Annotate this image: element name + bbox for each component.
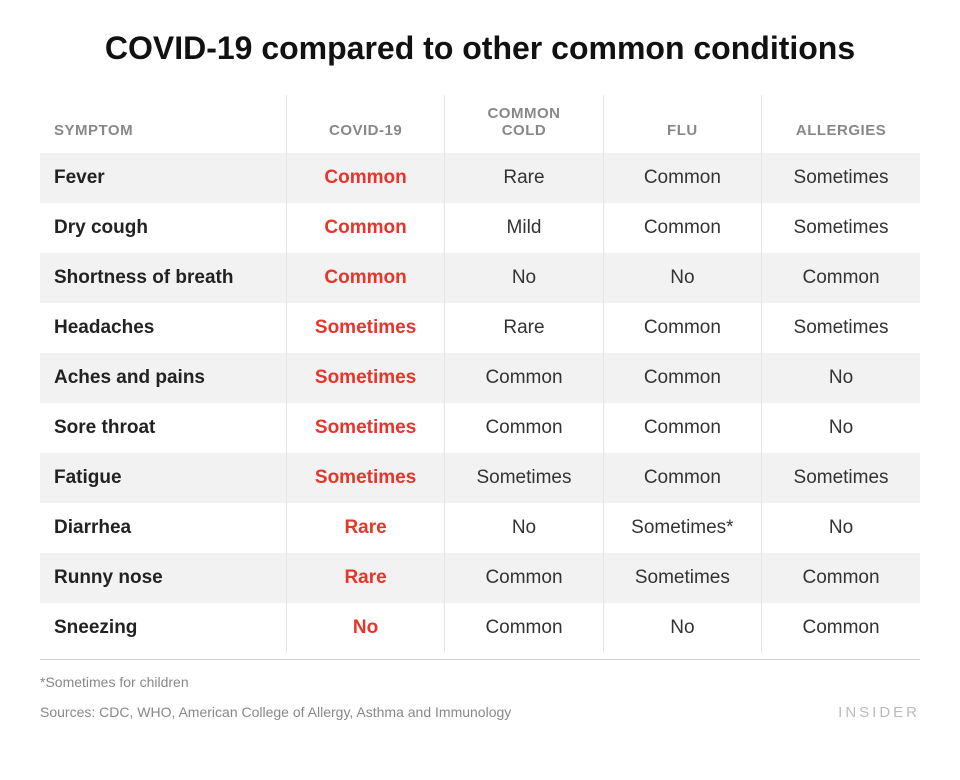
value-cell: Common: [603, 403, 761, 453]
value-cell: Rare: [445, 303, 603, 353]
table-row: DiarrheaRareNoSometimes*No: [40, 503, 920, 553]
value-cell: No: [286, 603, 444, 653]
symptom-cell: Fever: [40, 153, 286, 203]
table-header-cell: FLU: [603, 95, 761, 153]
value-cell: Rare: [445, 153, 603, 203]
value-cell: Common: [286, 203, 444, 253]
symptom-cell: Diarrhea: [40, 503, 286, 553]
table-row: Sore throatSometimesCommonCommonNo: [40, 403, 920, 453]
value-cell: Common: [603, 353, 761, 403]
table-row: Runny noseRareCommonSometimesCommon: [40, 553, 920, 603]
value-cell: No: [445, 503, 603, 553]
value-cell: Sometimes: [762, 153, 920, 203]
value-cell: Mild: [445, 203, 603, 253]
sources-row: Sources: CDC, WHO, American College of A…: [40, 704, 920, 721]
value-cell: Common: [762, 603, 920, 653]
page-title: COVID-19 compared to other common condit…: [40, 30, 920, 67]
value-cell: Rare: [286, 553, 444, 603]
value-cell: No: [603, 603, 761, 653]
footnote: *Sometimes for children: [40, 674, 920, 690]
value-cell: Common: [762, 253, 920, 303]
value-cell: Sometimes: [286, 403, 444, 453]
symptom-cell: Headaches: [40, 303, 286, 353]
table-row: FatigueSometimesSometimesCommonSometimes: [40, 453, 920, 503]
value-cell: Rare: [286, 503, 444, 553]
sources-label: Sources:: [40, 704, 99, 720]
table-row: Aches and painsSometimesCommonCommonNo: [40, 353, 920, 403]
value-cell: No: [762, 503, 920, 553]
value-cell: Common: [762, 553, 920, 603]
table-row: HeadachesSometimesRareCommonSometimes: [40, 303, 920, 353]
value-cell: Sometimes: [445, 453, 603, 503]
symptom-cell: Fatigue: [40, 453, 286, 503]
value-cell: No: [603, 253, 761, 303]
value-cell: No: [762, 403, 920, 453]
value-cell: Common: [286, 253, 444, 303]
value-cell: Common: [445, 353, 603, 403]
table-row: FeverCommonRareCommonSometimes: [40, 153, 920, 203]
value-cell: Sometimes*: [603, 503, 761, 553]
symptom-cell: Dry cough: [40, 203, 286, 253]
value-cell: Common: [603, 303, 761, 353]
table-row: SneezingNoCommonNoCommon: [40, 603, 920, 653]
symptom-cell: Runny nose: [40, 553, 286, 603]
sources: Sources: CDC, WHO, American College of A…: [40, 704, 511, 720]
value-cell: Common: [286, 153, 444, 203]
value-cell: Common: [445, 553, 603, 603]
value-cell: Sometimes: [603, 553, 761, 603]
symptom-cell: Shortness of breath: [40, 253, 286, 303]
value-cell: Common: [603, 153, 761, 203]
table-row: Dry coughCommonMildCommonSometimes: [40, 203, 920, 253]
value-cell: Common: [445, 403, 603, 453]
value-cell: Sometimes: [762, 453, 920, 503]
brand-wordmark: INSIDER: [838, 704, 920, 721]
value-cell: Sometimes: [286, 353, 444, 403]
comparison-table: SYMPTOMCOVID-19COMMONCOLDFLUALLERGIES Fe…: [40, 95, 920, 653]
table-header-row: SYMPTOMCOVID-19COMMONCOLDFLUALLERGIES: [40, 95, 920, 153]
value-cell: No: [445, 253, 603, 303]
symptom-cell: Sneezing: [40, 603, 286, 653]
value-cell: Sometimes: [286, 303, 444, 353]
symptom-cell: Aches and pains: [40, 353, 286, 403]
value-cell: Sometimes: [762, 303, 920, 353]
value-cell: Sometimes: [762, 203, 920, 253]
table-header-cell: ALLERGIES: [762, 95, 920, 153]
value-cell: No: [762, 353, 920, 403]
table-header-cell: COMMONCOLD: [445, 95, 603, 153]
sources-text: CDC, WHO, American College of Allergy, A…: [99, 704, 511, 720]
table-header-cell: SYMPTOM: [40, 95, 286, 153]
symptom-cell: Sore throat: [40, 403, 286, 453]
value-cell: Common: [603, 453, 761, 503]
value-cell: Common: [445, 603, 603, 653]
footer: *Sometimes for children Sources: CDC, WH…: [40, 659, 920, 721]
table-header-cell: COVID-19: [286, 95, 444, 153]
value-cell: Sometimes: [286, 453, 444, 503]
table-row: Shortness of breathCommonNoNoCommon: [40, 253, 920, 303]
value-cell: Common: [603, 203, 761, 253]
